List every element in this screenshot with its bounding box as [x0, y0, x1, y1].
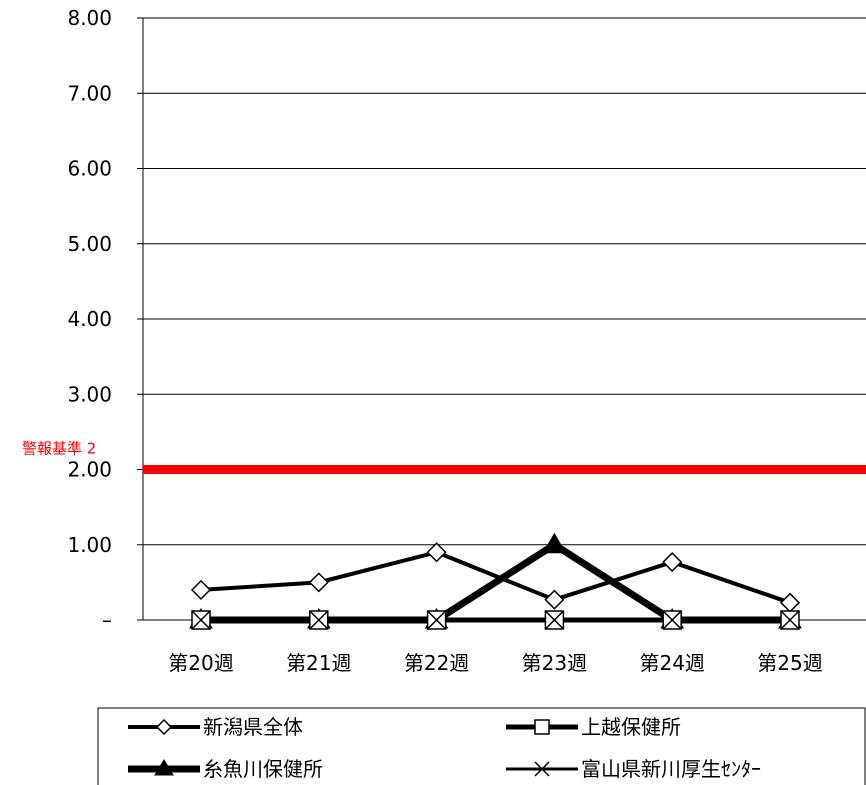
diamond-marker [544, 589, 565, 610]
legend-label: 糸魚川保健所 [203, 757, 323, 781]
y-tick-label: 4.00 [67, 307, 112, 331]
x-tick-label: 第23週 [522, 651, 587, 675]
series-4-markers [191, 610, 800, 630]
x-tick-label: 第22週 [404, 651, 469, 675]
legend-item: 糸魚川保健所 [128, 757, 323, 781]
x-axis-ticks: 第20週 第21週 第22週 第23週 第24週 第25週 [168, 651, 822, 675]
triangle-marker [154, 759, 174, 776]
x-marker-stroke [544, 610, 564, 630]
square-marker [534, 719, 550, 735]
x-tick-label: 第24週 [639, 651, 704, 675]
legend-label: 新潟県全体 [203, 715, 303, 739]
legend-label: 上越保健所 [581, 715, 681, 739]
legend-item: 富山県新川厚生ｾﾝﾀｰ [506, 757, 761, 781]
alert-threshold-label: 警報基準 2 [22, 440, 96, 458]
diamond-marker [308, 572, 329, 593]
x-tick-label: 第21週 [286, 651, 351, 675]
y-tick-label: 2.00 [67, 458, 112, 482]
x-tick-label: 第25週 [757, 651, 822, 675]
diamond-marker [190, 579, 212, 600]
legend-box [97, 707, 866, 785]
diamond-marker [779, 592, 801, 613]
y-tick-label: 6.00 [67, 157, 112, 181]
y-tick-label: 5.00 [67, 232, 112, 256]
series-1 [200, 550, 791, 605]
x-marker-stroke [534, 761, 550, 777]
x-marker-stroke [780, 610, 800, 630]
y-tick-label: 8.00 [67, 6, 112, 30]
triangle-marker [542, 532, 567, 554]
legend-label: 富山県新川厚生ｾﾝﾀｰ [581, 757, 761, 781]
series [189, 532, 802, 630]
y-axis-ticks: – 1.00 2.00 3.00 4.00 5.00 6.00 7.00 8.00 [67, 6, 112, 632]
legend-item: 上越保健所 [506, 715, 681, 739]
diamond-marker [155, 718, 173, 736]
x-marker-stroke [662, 610, 682, 630]
legend-item: 新潟県全体 [128, 715, 303, 739]
x-marker-stroke [427, 610, 447, 630]
x-marker-stroke [191, 610, 211, 630]
series-1-markers [190, 542, 801, 613]
x-marker-stroke [309, 610, 329, 630]
gridlines [137, 17, 866, 621]
series-line [200, 550, 791, 605]
y-tick-label: 7.00 [67, 81, 112, 105]
diamond-marker [662, 551, 683, 573]
diamond-marker [426, 542, 447, 563]
x-tick-label: 第20週 [168, 651, 233, 675]
y-tick-label: 3.00 [67, 382, 112, 406]
y-tick-label: 1.00 [67, 533, 112, 557]
alert-threshold: 警報基準 2 [22, 440, 866, 474]
y-tick-label: – [102, 608, 112, 632]
